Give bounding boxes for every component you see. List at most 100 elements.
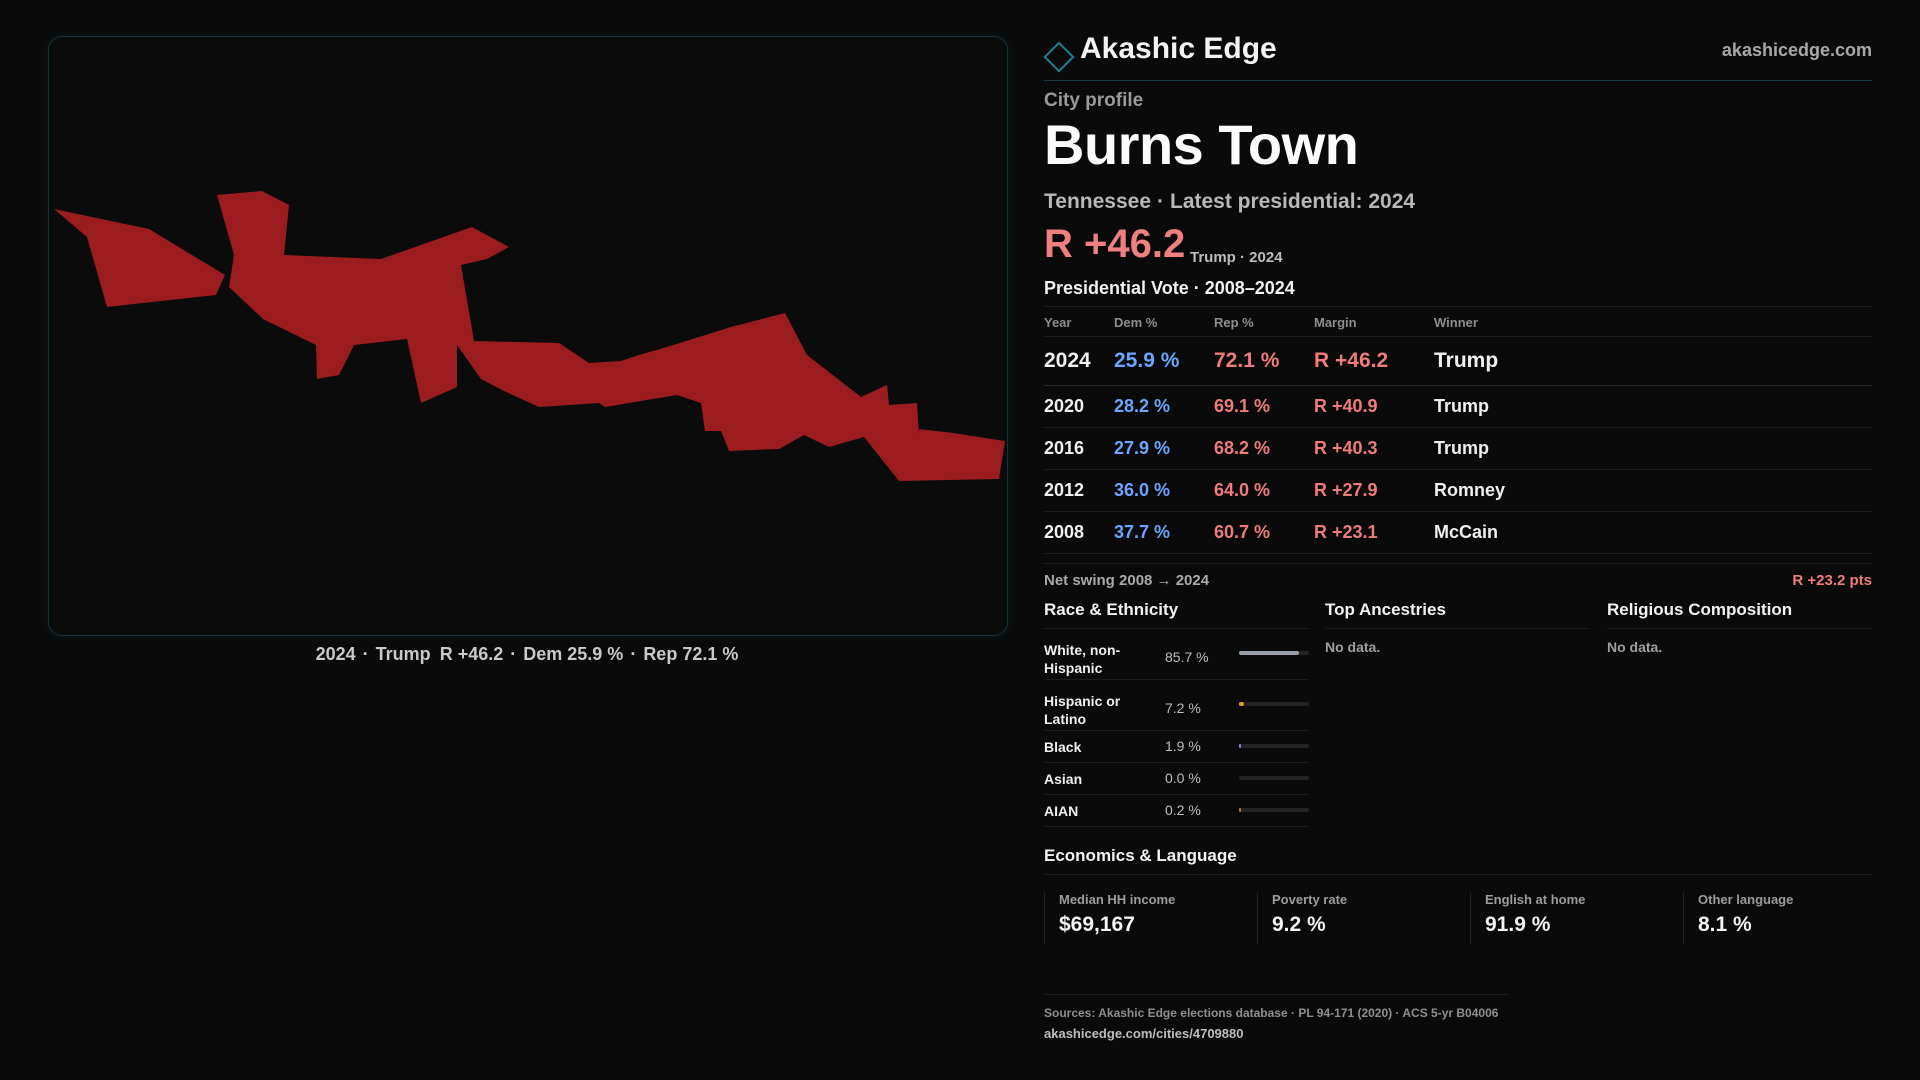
city-boundary-map[interactable] (49, 37, 1007, 635)
cell-winner: Trump (1434, 336, 1872, 386)
cell-margin: R +27.9 (1314, 469, 1434, 512)
cell-year: 2008 (1044, 511, 1114, 554)
cell-margin: R +40.3 (1314, 427, 1434, 470)
divider (1044, 994, 1509, 995)
race-pct: 0.2 % (1165, 802, 1201, 818)
race-bar-fill (1239, 744, 1242, 748)
caption-year: 2024 (315, 644, 356, 664)
stat-value: 8.1 % (1698, 913, 1752, 936)
ancestries-empty: No data. (1325, 639, 1381, 655)
race-row: AIAN 0.2 % (1044, 795, 1309, 827)
table-row: 2016 27.9 % 68.2 % R +40.3 Trump (1044, 427, 1872, 470)
race-row: Hispanic or Latino 7.2 % (1044, 680, 1309, 731)
cell-winner: Trump (1434, 427, 1872, 470)
race-row: White, non-Hispanic 85.7 % (1044, 629, 1309, 680)
page-url-link[interactable]: akashicedge.com/cities/4709880 (1044, 1026, 1244, 1041)
map-caption: 2024 · Trump R +46.2 · Dem 25.9 % · Rep … (315, 644, 739, 664)
race-name: White, non-Hispanic (1044, 642, 1121, 676)
stat-poverty-rate: Poverty rate 9.2 % (1257, 892, 1472, 944)
cell-margin: R +23.1 (1314, 511, 1434, 554)
cell-dem: 27.9 % (1114, 427, 1214, 470)
race-bar-track (1239, 808, 1309, 812)
stat-label: Poverty rate (1272, 892, 1348, 907)
cell-dem: 37.7 % (1114, 511, 1214, 554)
stat-other-language: Other language 8.1 % (1683, 892, 1898, 944)
race-row: Asian 0.0 % (1044, 763, 1309, 795)
latest-margin: R +46.2 (1044, 222, 1186, 266)
brand-name: Akashic Edge (1080, 32, 1277, 65)
table-row: 2012 36.0 % 64.0 % R +27.9 Romney (1044, 469, 1872, 512)
race-name: AIAN (1044, 803, 1079, 819)
table-row: 2024 25.9 % 72.1 % R +46.2 Trump (1044, 336, 1872, 386)
cell-winner: McCain (1434, 511, 1872, 554)
sources-text: Sources: Akashic Edge elections database… (1044, 1006, 1499, 1020)
cell-year: 2020 (1044, 385, 1114, 428)
religion-section: Religious Composition No data. (1607, 600, 1872, 655)
race-bar-track (1239, 776, 1309, 780)
race-title: Race & Ethnicity (1044, 600, 1309, 629)
table-row: 2020 28.2 % 69.1 % R +40.9 Trump (1044, 385, 1872, 428)
stat-value: 91.9 % (1485, 913, 1551, 936)
race-name: Hispanic or Latino (1044, 693, 1121, 727)
ancestries-title: Top Ancestries (1325, 600, 1590, 629)
page-kicker: City profile (1044, 90, 1144, 111)
latest-election: Latest presidential: 2024 (1170, 190, 1416, 213)
stat-label: Median HH income (1059, 892, 1176, 907)
vote-table-title: Presidential Vote · 2008–2024 (1044, 278, 1295, 298)
cell-rep: 64.0 % (1214, 469, 1314, 512)
cell-rep: 72.1 % (1214, 336, 1314, 386)
subtitle: Tennessee · Latest presidential: 2024 (1044, 190, 1416, 213)
economics-title: Economics & Language (1044, 846, 1237, 865)
table-row: 2008 37.7 % 60.7 % R +23.1 McCain (1044, 511, 1872, 554)
brand-url-link[interactable]: akashicedge.com (1721, 40, 1872, 60)
caption-rep: Rep 72.1 % (643, 644, 739, 664)
stat-label: English at home (1485, 892, 1586, 907)
cell-dem: 28.2 % (1114, 385, 1214, 428)
stat-label: Other language (1698, 892, 1794, 907)
race-pct: 0.0 % (1165, 770, 1201, 786)
col-rep: Rep % (1214, 306, 1314, 337)
caption-winner: Trump (375, 644, 431, 664)
race-bar-fill (1239, 808, 1242, 812)
stat-value: $69,167 (1059, 913, 1135, 936)
cell-rep: 68.2 % (1214, 427, 1314, 470)
col-dem: Dem % (1114, 306, 1214, 337)
cell-winner: Trump (1434, 385, 1872, 428)
cell-rep: 69.1 % (1214, 385, 1314, 428)
race-name: Black (1044, 739, 1082, 755)
col-year: Year (1044, 306, 1114, 337)
race-bar-track (1239, 744, 1309, 748)
race-bar-fill (1239, 651, 1299, 655)
page-title: Burns Town (1044, 113, 1359, 176)
cell-year: 2016 (1044, 427, 1114, 470)
race-pct: 1.9 % (1165, 738, 1201, 754)
divider (1044, 874, 1872, 875)
profile-panel: Akashic Edge akashicedge.com City profil… (1043, 0, 1872, 1080)
latest-margin-detail: Trump · 2024 (1190, 249, 1283, 266)
cell-winner: Romney (1434, 469, 1872, 512)
net-swing-label: Net swing 2008 → 2024 (1044, 572, 1210, 589)
cell-margin: R +46.2 (1314, 336, 1434, 386)
caption-margin: R +46.2 (439, 644, 504, 664)
diamond-logo-icon (1043, 41, 1075, 73)
table-header: Year Dem % Rep % Margin Winner (1044, 306, 1872, 337)
state-name: Tennessee (1044, 190, 1151, 213)
race-pct: 85.7 % (1165, 649, 1209, 665)
net-swing-value: R +23.2 pts (1792, 572, 1872, 589)
map-panel[interactable] (48, 36, 1008, 636)
race-pct: 7.2 % (1165, 700, 1201, 716)
cell-dem: 25.9 % (1114, 336, 1214, 386)
presidential-vote-table: Year Dem % Rep % Margin Winner 2024 25.9… (1044, 306, 1872, 554)
race-ethnicity-section: Race & Ethnicity White, non-Hispanic 85.… (1044, 600, 1309, 827)
cell-year: 2024 (1044, 336, 1114, 386)
cell-year: 2012 (1044, 469, 1114, 512)
race-row: Black 1.9 % (1044, 731, 1309, 763)
race-bar-track (1239, 651, 1309, 655)
race-bar-fill (1239, 702, 1245, 706)
race-bar-track (1239, 702, 1309, 706)
ancestries-section: Top Ancestries No data. (1325, 600, 1590, 655)
col-margin: Margin (1314, 306, 1434, 337)
stat-value: 9.2 % (1272, 913, 1326, 936)
city-boundary-shape[interactable] (54, 191, 1005, 481)
cell-dem: 36.0 % (1114, 469, 1214, 512)
